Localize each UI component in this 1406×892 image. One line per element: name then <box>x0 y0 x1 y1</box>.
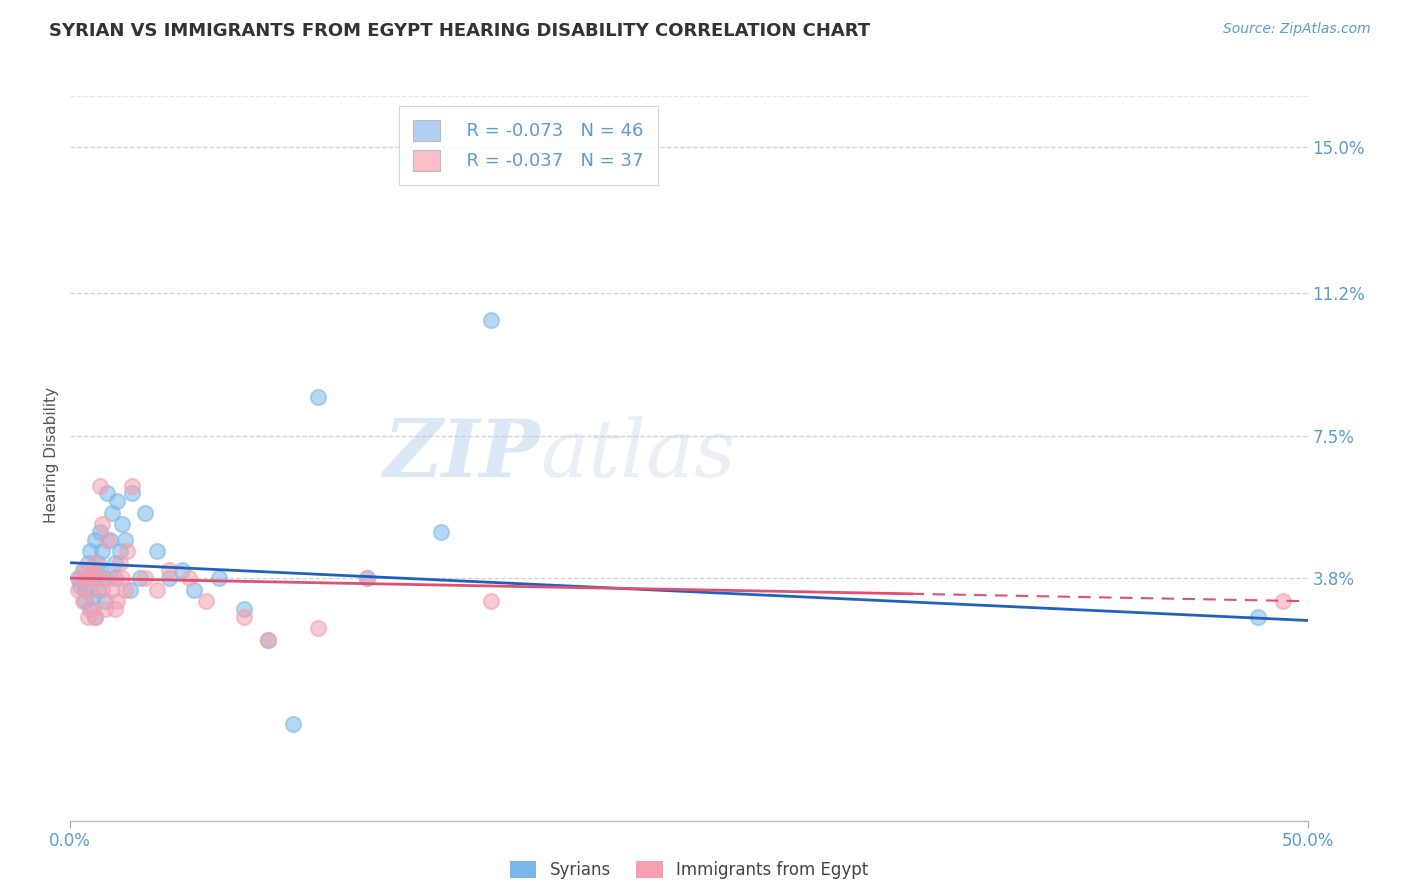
Point <box>75 582 97 597</box>
Point <box>134 506 156 520</box>
Point <box>134 571 156 585</box>
Point <box>91 517 114 532</box>
Point <box>76 609 98 624</box>
Point <box>98 533 121 547</box>
Point <box>84 609 107 624</box>
Point <box>195 594 218 608</box>
Point <box>72 563 94 577</box>
Point <box>89 563 111 577</box>
Point <box>1247 609 1270 624</box>
Point <box>76 571 98 585</box>
Point <box>183 582 205 597</box>
Point <box>479 594 502 608</box>
Point <box>84 609 107 624</box>
Point <box>146 544 169 558</box>
Point <box>307 621 329 635</box>
Point <box>86 571 108 585</box>
Point <box>108 556 131 570</box>
Point <box>76 556 98 570</box>
Point <box>257 632 280 647</box>
Point <box>96 533 118 547</box>
Point <box>86 556 108 570</box>
Point <box>69 571 91 585</box>
Point <box>66 571 89 585</box>
Point <box>114 582 136 597</box>
Point <box>307 390 329 404</box>
Point <box>146 582 169 597</box>
Point <box>89 479 111 493</box>
Y-axis label: Hearing Disability: Hearing Disability <box>44 387 59 523</box>
Point <box>121 479 143 493</box>
Text: ZIP: ZIP <box>384 417 540 493</box>
Point <box>82 563 104 577</box>
Point <box>128 571 150 585</box>
Point <box>105 494 128 508</box>
Point <box>281 717 304 731</box>
Point <box>104 602 127 616</box>
Point <box>356 571 378 585</box>
Point <box>75 594 97 608</box>
Point <box>94 594 117 608</box>
Text: Source: ZipAtlas.com: Source: ZipAtlas.com <box>1223 22 1371 37</box>
Point <box>101 582 124 597</box>
Point <box>118 582 141 597</box>
Point <box>121 486 143 500</box>
Point <box>232 602 254 616</box>
Point <box>89 524 111 539</box>
Point <box>108 544 131 558</box>
Point <box>69 579 91 593</box>
Point <box>76 571 98 585</box>
Point <box>114 533 136 547</box>
Point <box>75 563 97 577</box>
Point <box>79 582 101 597</box>
Point <box>111 571 134 585</box>
Legend: Syrians, Immigrants from Egypt: Syrians, Immigrants from Egypt <box>503 854 875 886</box>
Point <box>96 486 118 500</box>
Point <box>157 571 180 585</box>
Point <box>157 563 180 577</box>
Point <box>82 602 104 616</box>
Point <box>208 571 231 585</box>
Point <box>1271 594 1294 608</box>
Point <box>115 544 138 558</box>
Point <box>94 571 117 585</box>
Point <box>257 632 280 647</box>
Point <box>170 563 193 577</box>
Point <box>105 594 128 608</box>
Text: atlas: atlas <box>540 417 735 493</box>
Point <box>104 556 127 570</box>
Text: SYRIAN VS IMMIGRANTS FROM EGYPT HEARING DISABILITY CORRELATION CHART: SYRIAN VS IMMIGRANTS FROM EGYPT HEARING … <box>49 22 870 40</box>
Point <box>177 571 200 585</box>
Point <box>66 582 89 597</box>
Point <box>91 544 114 558</box>
Point <box>82 591 104 605</box>
Point <box>232 609 254 624</box>
Point <box>479 313 502 327</box>
Point <box>84 533 107 547</box>
Point <box>111 517 134 532</box>
Point <box>82 571 104 585</box>
Point <box>430 524 453 539</box>
Point <box>101 506 124 520</box>
Point <box>79 544 101 558</box>
Point <box>79 602 101 616</box>
Point <box>356 571 378 585</box>
Point <box>104 571 127 585</box>
Point <box>84 556 107 570</box>
Point <box>72 594 94 608</box>
Point <box>98 571 121 585</box>
Point <box>94 602 117 616</box>
Point <box>86 582 108 597</box>
Point <box>91 582 114 597</box>
